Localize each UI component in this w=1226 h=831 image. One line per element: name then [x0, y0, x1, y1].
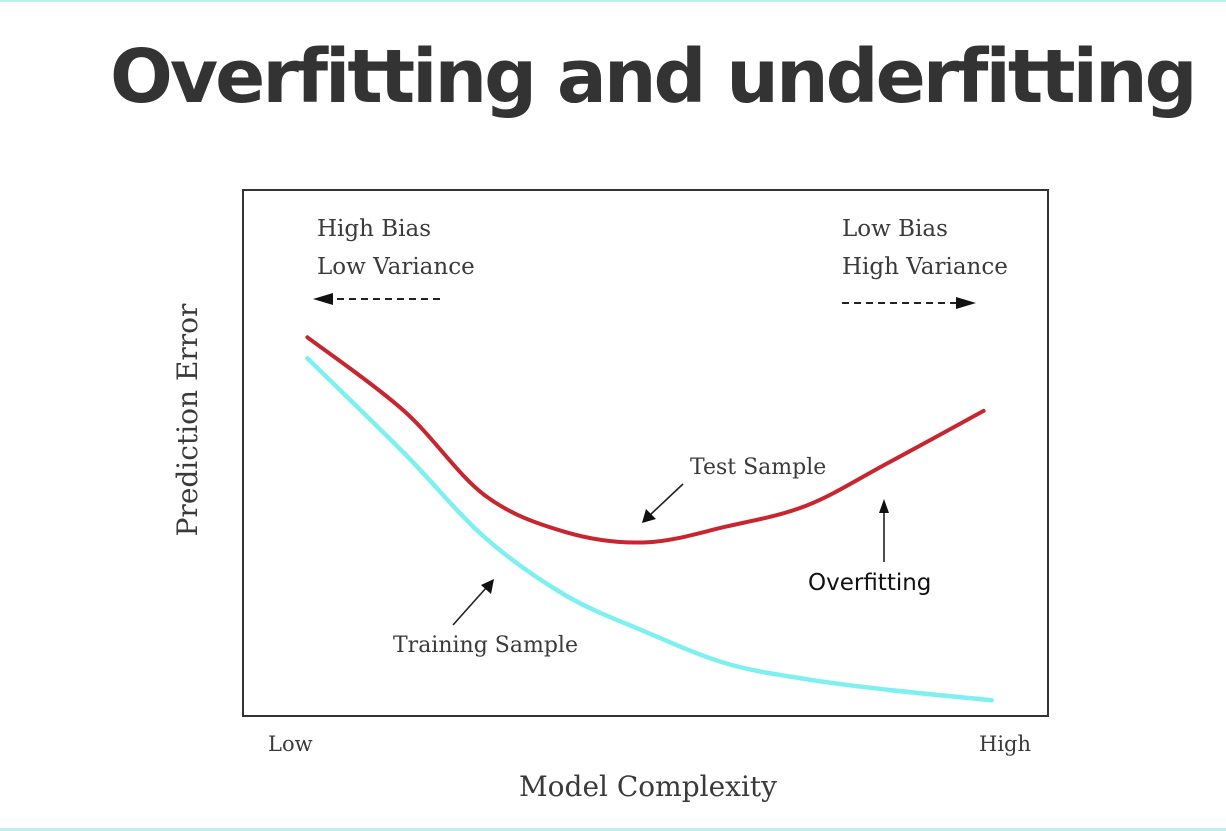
- left-annotation-line1: High Bias: [317, 216, 431, 242]
- test-sample-arrow: [649, 483, 684, 516]
- right-arrowhead: [956, 297, 976, 309]
- slide-title: Overfitting and underfitting: [110, 34, 1198, 120]
- top-rule: [0, 0, 1226, 2]
- overfitting-arrowhead: [879, 499, 889, 513]
- left-arrowhead: [313, 293, 333, 305]
- training-sample-arrow: [452, 587, 487, 626]
- series-line-test-sample: [305, 335, 986, 545]
- overfitting-label: Overfitting: [808, 570, 931, 596]
- right-annotation-line1: Low Bias: [842, 216, 948, 242]
- plot-frame: [242, 189, 1049, 717]
- x-tick-high: High: [979, 732, 1031, 756]
- training-sample-arrowhead: [481, 579, 494, 594]
- series-layer: [305, 335, 994, 703]
- series-line-training-sample: [305, 356, 994, 703]
- left-annotation-line2: Low Variance: [317, 254, 475, 280]
- right-annotation-line2: High Variance: [842, 254, 1008, 280]
- training-sample-label: Training Sample: [393, 633, 578, 658]
- x-tick-low: Low: [268, 732, 313, 756]
- test-sample-label: Test Sample: [690, 455, 826, 480]
- bottom-rule: [0, 828, 1226, 831]
- x-axis-label: Model Complexity: [519, 770, 777, 803]
- test-sample-arrowhead: [642, 509, 656, 523]
- y-axis-label: Prediction Error: [171, 303, 204, 536]
